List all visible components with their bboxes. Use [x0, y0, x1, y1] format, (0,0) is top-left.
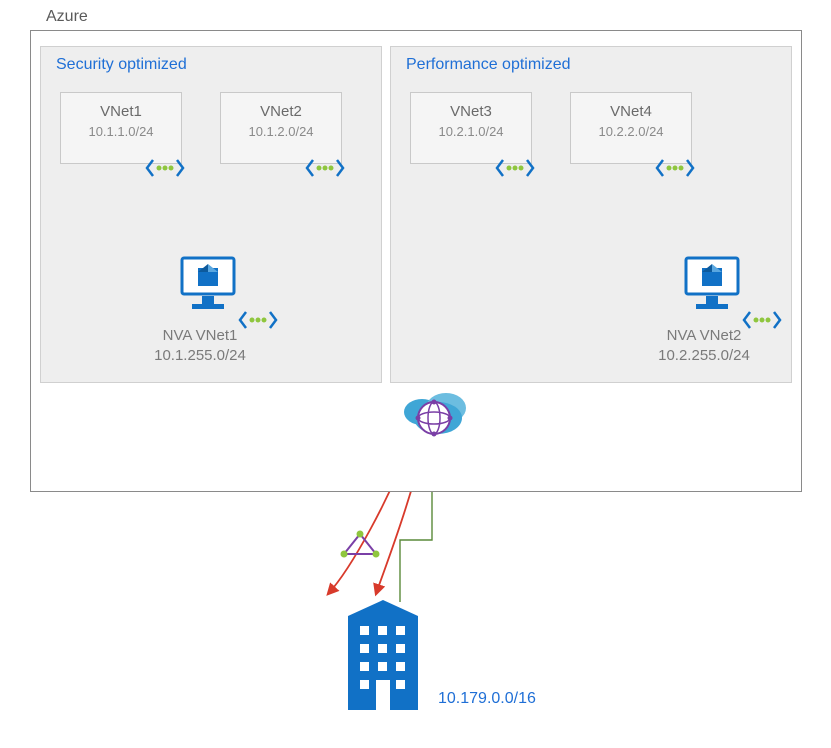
local-network-gateway-icon	[340, 530, 380, 560]
vnet-name: VNet1	[61, 103, 181, 120]
vpn-gateway-icon	[400, 388, 480, 448]
nva-label: NVA VNet110.1.255.0/24	[130, 326, 270, 365]
onprem-cidr-label: 10.179.0.0/16	[438, 690, 536, 708]
vnet-cidr: 10.1.1.0/24	[61, 124, 181, 139]
vnet-name: VNet3	[411, 103, 531, 120]
vnet-name: VNet2	[221, 103, 341, 120]
vnet-cidr: 10.2.2.0/24	[571, 124, 691, 139]
zone-title-perf: Performance optimized	[406, 56, 571, 74]
vnet-cidr: 10.1.2.0/24	[221, 124, 341, 139]
vnet-v4: VNet4 10.2.2.0/24	[570, 92, 692, 164]
vnet-v1: VNet1 10.1.1.0/24	[60, 92, 182, 164]
vnet-v2: VNet2 10.1.2.0/24	[220, 92, 342, 164]
vnet-cidr: 10.2.1.0/24	[411, 124, 531, 139]
onprem-building-icon	[338, 598, 428, 718]
azure-label: Azure	[46, 8, 88, 26]
nva-label: NVA VNet210.2.255.0/24	[634, 326, 774, 365]
vnet-v3: VNet3 10.2.1.0/24	[410, 92, 532, 164]
zone-title-sec: Security optimized	[56, 56, 187, 74]
vnet-name: VNet4	[571, 103, 691, 120]
